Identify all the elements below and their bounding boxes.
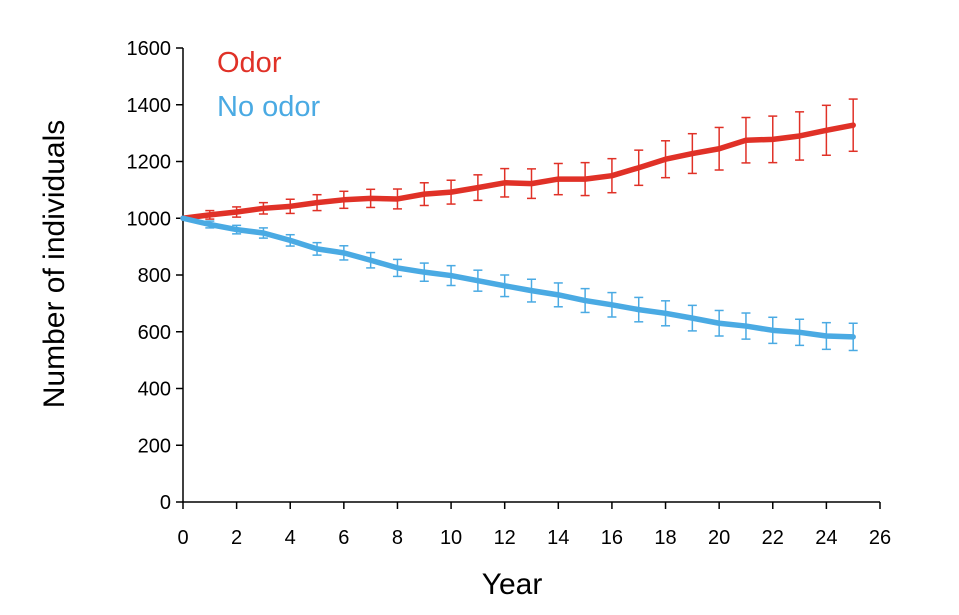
y-tick-label: 600	[138, 322, 171, 344]
x-tick-label: 20	[708, 527, 730, 549]
x-tick-label: 12	[494, 527, 516, 549]
x-axis-title: Year	[482, 568, 543, 601]
series-layer	[180, 98, 858, 352]
y-axis-title: Number of individuals	[38, 120, 71, 408]
series-line-odor	[180, 122, 856, 221]
x-tick-label: 2	[231, 527, 242, 549]
x-tick-label: 16	[601, 527, 623, 549]
y-ticks: 0 200 400 600 800 1000 1200 1400 1600	[127, 38, 183, 514]
x-tick-label: 6	[338, 527, 349, 549]
series-line-no-odor	[180, 215, 856, 340]
x-tick-label: 18	[654, 527, 676, 549]
series-odor	[180, 98, 858, 221]
x-tick-label: 24	[815, 527, 837, 549]
y-tick-label: 1000	[127, 208, 172, 230]
y-tick-label: 0	[160, 492, 171, 514]
x-tick-label: 10	[440, 527, 462, 549]
y-tick-label: 200	[138, 435, 171, 457]
x-tick-label: 14	[547, 527, 569, 549]
y-tick-label: 1400	[127, 95, 172, 117]
legend-entry-no-odor: No odor	[217, 91, 321, 123]
legend-entry-odor: Odor	[217, 47, 282, 79]
y-tick-label: 1200	[127, 152, 172, 174]
x-tick-label: 4	[285, 527, 296, 549]
legend: Odor No odor	[217, 47, 321, 123]
series-no-odor	[180, 215, 858, 352]
y-tick-label: 400	[138, 379, 171, 401]
x-tick-label: 0	[177, 527, 188, 549]
y-tick-label: 800	[138, 265, 171, 287]
y-tick-label: 1600	[127, 38, 172, 60]
x-tick-label: 26	[869, 527, 891, 549]
x-ticks: 0 2 4 6 8 10 12 14 16 18 20 22 24 26	[177, 502, 891, 549]
x-tick-label: 22	[762, 527, 784, 549]
x-tick-label: 8	[392, 527, 403, 549]
